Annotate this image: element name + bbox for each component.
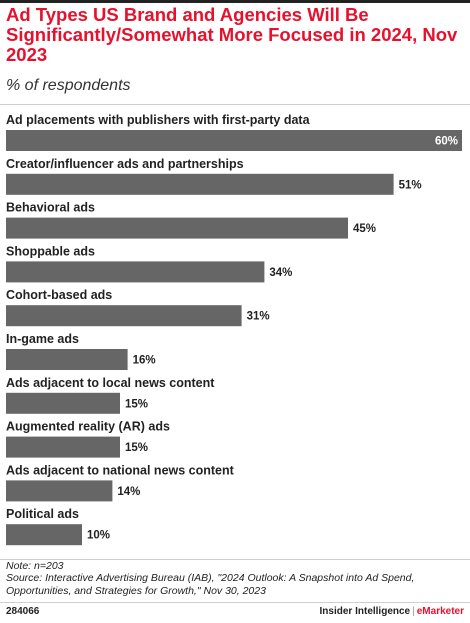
category-label: Augmented reality (AR) ads [6, 420, 170, 434]
category-label: Political ads [6, 507, 79, 521]
chart-subtitle: % of respondents [6, 77, 131, 94]
brand-separator: | [412, 606, 415, 617]
category-label: Ad placements with publishers with first… [6, 113, 311, 127]
bar [6, 524, 82, 546]
brand-credit: Insider Intelligence | eMarketer [320, 606, 464, 617]
bar [6, 436, 120, 458]
value-label: 10% [87, 530, 110, 542]
value-label: 31% [247, 311, 270, 323]
subtitle-divider [0, 104, 470, 105]
value-label: 45% [353, 223, 376, 235]
bar-chart: Ad placements with publishers with first… [6, 113, 462, 546]
category-label: Behavioral ads [6, 201, 95, 215]
bottom-divider [0, 602, 470, 603]
bar [6, 305, 242, 327]
chart-source: Source: Interactive Advertising Bureau (… [6, 572, 415, 597]
bar [6, 173, 394, 195]
value-label: 15% [125, 442, 148, 454]
value-label: 34% [269, 267, 292, 279]
bar [6, 261, 265, 283]
top-rule [0, 0, 470, 3]
category-label: In-game ads [6, 332, 79, 346]
bar [6, 349, 128, 370]
chart-title: Ad Types US Brand and Agencies Will Be S… [6, 4, 458, 65]
category-label: Creator/influencer ads and partnerships [6, 157, 244, 171]
bar [6, 480, 113, 502]
bar [6, 392, 120, 414]
brand-primary: Insider Intelligence [319, 606, 411, 617]
category-label: Ads adjacent to national news content [6, 463, 235, 477]
category-label: Cohort-based ads [6, 288, 112, 302]
footer-divider [0, 559, 470, 560]
category-label: Shoppable ads [6, 244, 95, 258]
chart-note: Note: n=203 [6, 560, 64, 572]
bar [6, 217, 348, 239]
value-label: 51% [399, 179, 422, 191]
chart-id: 284066 [6, 606, 40, 617]
value-label: 14% [117, 486, 140, 498]
value-label: 16% [133, 355, 156, 367]
category-label: Ads adjacent to local news content [6, 376, 215, 390]
value-label: 15% [125, 398, 148, 410]
value-label: 60% [435, 136, 458, 148]
brand-secondary: eMarketer [416, 606, 464, 617]
bar [6, 130, 462, 151]
